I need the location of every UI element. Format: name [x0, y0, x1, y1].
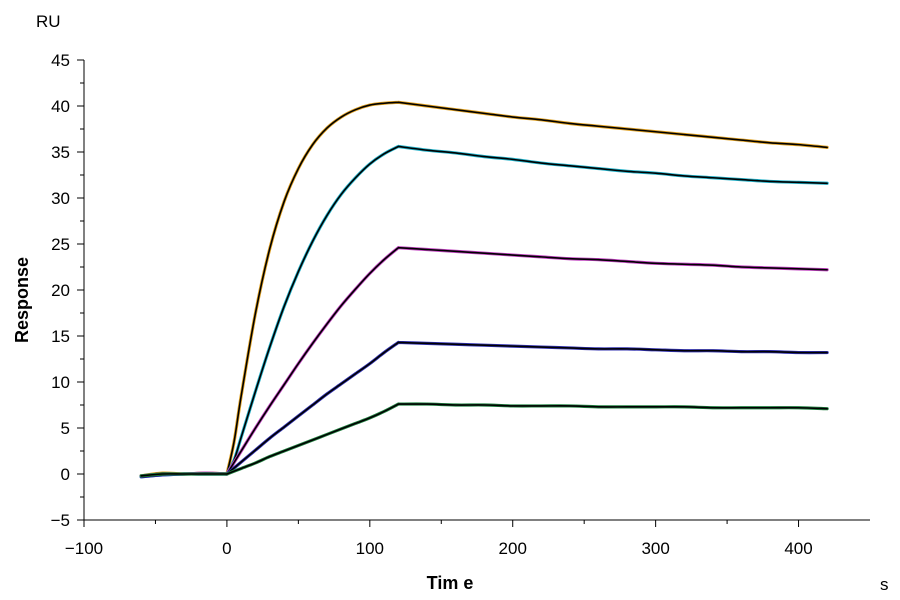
series-5-fit-line	[140, 403, 828, 477]
series-3-data-line	[139, 246, 829, 478]
x-tick-label: 400	[784, 539, 812, 558]
x-tick-label: 0	[222, 539, 231, 558]
y-tick-label: 15	[51, 327, 70, 346]
x-tick-label: 200	[499, 539, 527, 558]
y-tick-label: 25	[51, 235, 70, 254]
y-tick-label: 30	[51, 189, 70, 208]
series-1-data-line	[139, 100, 829, 478]
x-tick-label: 100	[356, 539, 384, 558]
y-tick-label: 0	[61, 465, 70, 484]
x-axis-title: Tim e	[427, 573, 474, 593]
series-1-fit-line	[140, 101, 828, 477]
series-layer	[139, 100, 829, 479]
x-tick-label: −100	[65, 539, 103, 558]
y-tick-label: 45	[51, 51, 70, 70]
series-2-fit-line	[140, 145, 828, 478]
y-axis-title: Response	[12, 257, 32, 343]
y-tick-label: 40	[51, 97, 70, 116]
y-tick-label: 10	[51, 373, 70, 392]
y-tick-label: −5	[51, 511, 70, 530]
series-4-data-line	[139, 340, 829, 479]
x-tick-label: 300	[641, 539, 669, 558]
x-unit-label: s	[880, 575, 889, 594]
series-4-fit-line	[140, 341, 828, 478]
y-tick-label: 20	[51, 281, 70, 300]
axes	[83, 60, 870, 521]
y-axis-ticks: −5 0 5 10 15 20 25 30 35 40 45	[51, 51, 84, 530]
series-3-fit-line	[140, 246, 828, 477]
y-tick-label: 5	[61, 419, 70, 438]
series-5-data-line	[139, 402, 829, 478]
y-tick-label: 35	[51, 143, 70, 162]
y-unit-label: RU	[36, 12, 61, 31]
x-axis-ticks: −100 0 100 200 300 400	[65, 520, 813, 558]
